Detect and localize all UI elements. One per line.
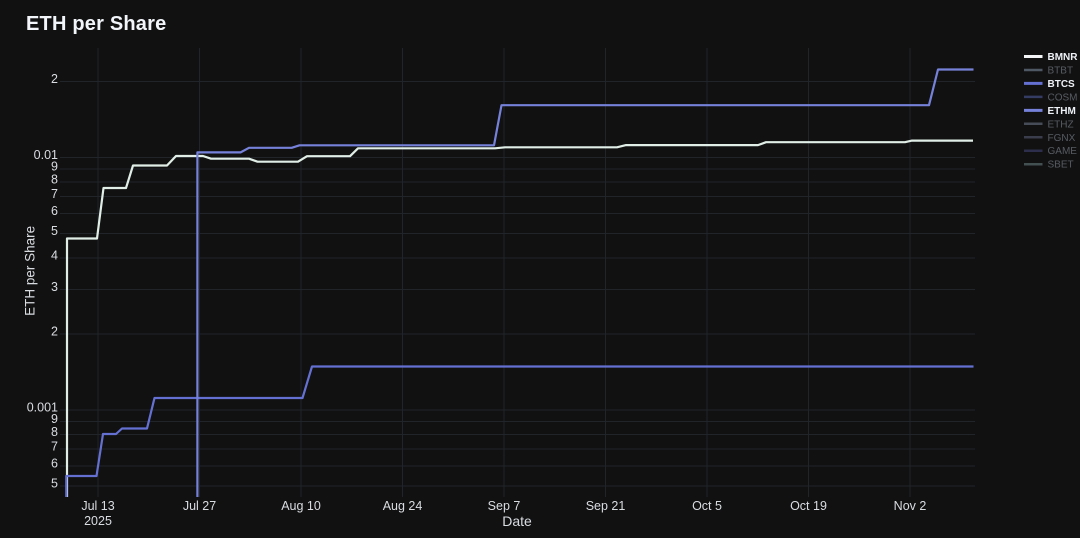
svg-text:ETHZ: ETHZ xyxy=(1048,119,1074,130)
svg-text:GAME: GAME xyxy=(1048,146,1078,157)
svg-text:Jul 27: Jul 27 xyxy=(183,499,216,513)
svg-text:8: 8 xyxy=(51,172,58,186)
svg-text:FGNX: FGNX xyxy=(1048,133,1076,144)
svg-text:5: 5 xyxy=(51,476,58,490)
svg-text:5: 5 xyxy=(51,224,58,238)
svg-text:Oct 19: Oct 19 xyxy=(790,499,827,513)
svg-text:Aug 10: Aug 10 xyxy=(281,499,321,513)
svg-text:ETH per Share: ETH per Share xyxy=(23,226,38,316)
svg-text:Jul 13: Jul 13 xyxy=(81,499,114,513)
svg-text:7: 7 xyxy=(51,187,58,201)
svg-text:Aug 24: Aug 24 xyxy=(383,499,423,513)
svg-text:2025: 2025 xyxy=(84,514,112,528)
svg-text:6: 6 xyxy=(51,204,58,218)
svg-text:9: 9 xyxy=(51,412,58,426)
svg-text:BTCS: BTCS xyxy=(1048,79,1076,90)
svg-text:4: 4 xyxy=(51,248,58,262)
svg-text:Date: Date xyxy=(502,513,532,529)
svg-text:ETH per Share: ETH per Share xyxy=(26,13,166,35)
svg-text:BMNR: BMNR xyxy=(1048,52,1079,63)
svg-text:Sep 21: Sep 21 xyxy=(586,499,626,513)
svg-text:6: 6 xyxy=(51,456,58,470)
svg-text:8: 8 xyxy=(51,425,58,439)
svg-text:3: 3 xyxy=(51,280,58,294)
svg-text:2: 2 xyxy=(51,324,58,338)
svg-text:9: 9 xyxy=(51,160,58,174)
svg-text:COSM: COSM xyxy=(1048,92,1078,103)
svg-text:7: 7 xyxy=(51,440,58,454)
svg-text:2: 2 xyxy=(51,72,58,86)
svg-text:SBET: SBET xyxy=(1048,160,1074,171)
svg-text:Sep 7: Sep 7 xyxy=(488,499,521,513)
svg-text:Nov 2: Nov 2 xyxy=(894,499,927,513)
svg-text:0.01: 0.01 xyxy=(34,148,58,162)
svg-text:BTBT: BTBT xyxy=(1048,66,1074,77)
svg-text:0.001: 0.001 xyxy=(27,400,58,414)
svg-text:Oct 5: Oct 5 xyxy=(692,499,722,513)
svg-text:ETHM: ETHM xyxy=(1048,106,1076,117)
